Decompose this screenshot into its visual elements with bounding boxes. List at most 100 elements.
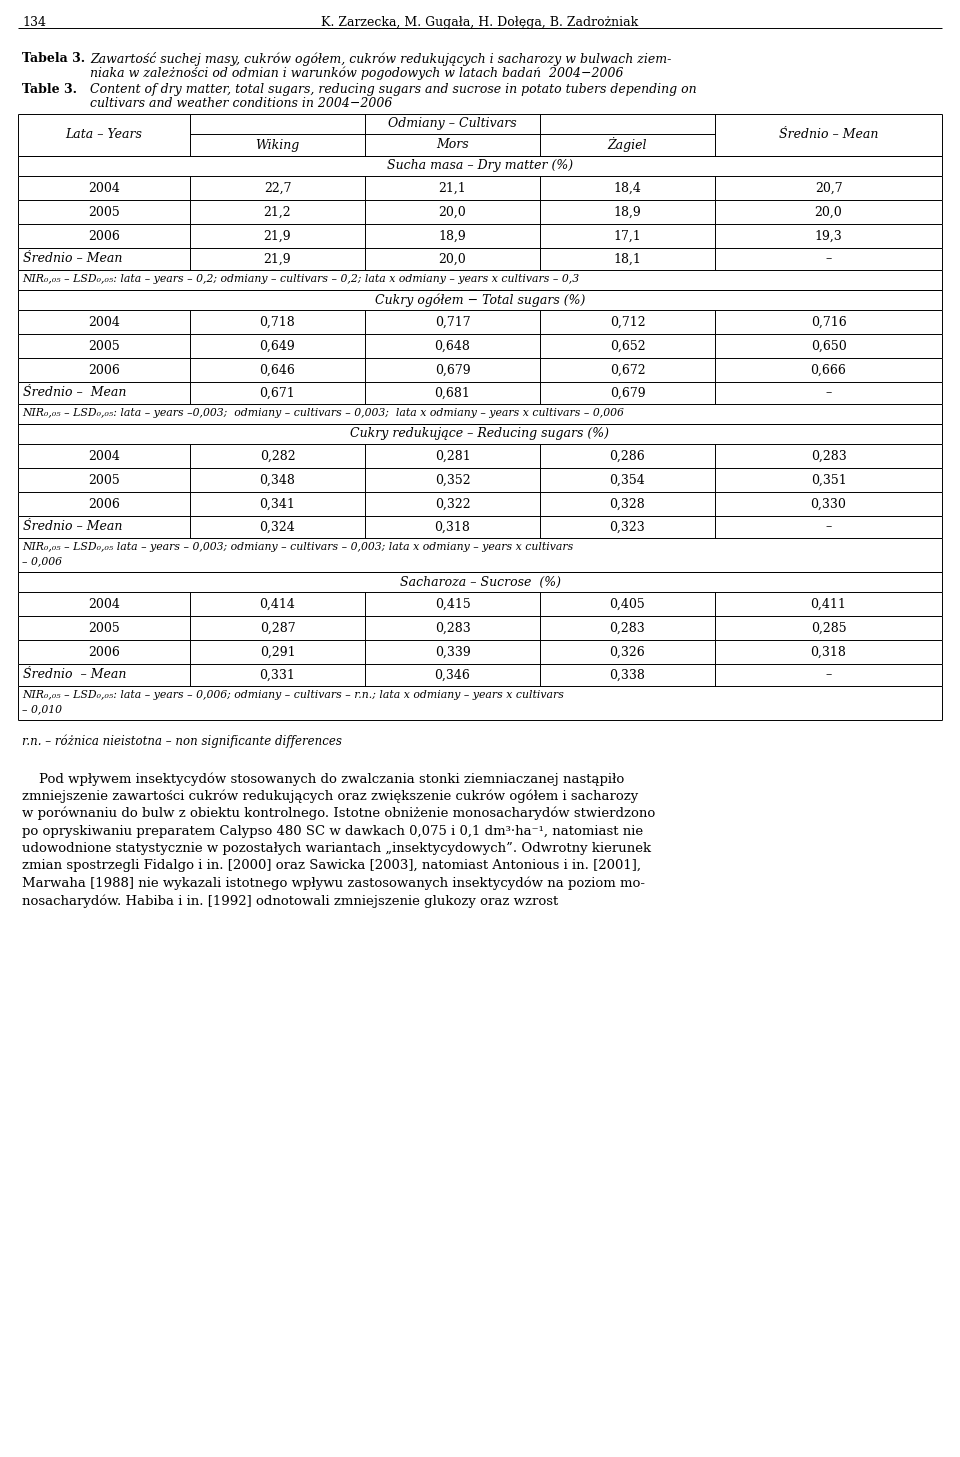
Text: 20,0: 20,0: [439, 205, 467, 219]
Text: Żagiel: Żagiel: [608, 137, 647, 153]
Text: 2005: 2005: [88, 474, 120, 487]
Text: 0,330: 0,330: [810, 497, 847, 510]
Text: 21,2: 21,2: [264, 205, 291, 219]
Text: NIR₀,₀₅ – LSD₀,₀₅: lata – years –0,003;  odmiany – cultivars – 0,003;  lata x od: NIR₀,₀₅ – LSD₀,₀₅: lata – years –0,003; …: [22, 408, 624, 418]
Text: 0,331: 0,331: [259, 669, 296, 682]
Text: 21,9: 21,9: [264, 252, 291, 265]
Text: 0,718: 0,718: [259, 316, 296, 328]
Text: 2006: 2006: [88, 497, 120, 510]
Text: 0,286: 0,286: [610, 450, 645, 462]
Text: Pod wpływem insektycydów stosowanych do zwalczania stonki ziemniaczanej nastąpił: Pod wpływem insektycydów stosowanych do …: [22, 772, 624, 785]
Text: nosacharydów. Habiba i in. [1992] odnotowali zmniejszenie glukozy oraz wzrost: nosacharydów. Habiba i in. [1992] odnoto…: [22, 895, 559, 908]
Text: 0,415: 0,415: [435, 597, 470, 610]
Text: zmian spostrzegli Fidalgo i in. [2000] oraz Sawicka [2003], natomiast Antonious : zmian spostrzegli Fidalgo i in. [2000] o…: [22, 860, 641, 873]
Text: 0,318: 0,318: [810, 645, 847, 659]
Text: Lata – Years: Lata – Years: [65, 128, 142, 141]
Text: 2004: 2004: [88, 450, 120, 462]
Text: Mors: Mors: [436, 138, 468, 152]
Text: 0,717: 0,717: [435, 316, 470, 328]
Text: 18,9: 18,9: [439, 230, 467, 242]
Text: 0,348: 0,348: [259, 474, 296, 487]
Text: 0,338: 0,338: [610, 669, 645, 682]
Text: 18,9: 18,9: [613, 205, 641, 219]
Text: NIR₀,₀₅ – LSD₀,₀₅ lata – years – 0,003; odmiany – cultivars – 0,003; lata x odmi: NIR₀,₀₅ – LSD₀,₀₅ lata – years – 0,003; …: [22, 542, 573, 552]
Text: Średnio – Mean: Średnio – Mean: [779, 128, 878, 141]
Text: cultivars and weather conditions in 2004−2006: cultivars and weather conditions in 2004…: [90, 98, 393, 109]
Text: 0,679: 0,679: [610, 386, 645, 399]
Text: 0,648: 0,648: [435, 339, 470, 353]
Text: Sacharoza – Sucrose  (%): Sacharoza – Sucrose (%): [399, 576, 561, 589]
Text: 0,672: 0,672: [610, 363, 645, 376]
Text: niaka w zależności od odmian i warunków pogodowych w latach badań  2004−2006: niaka w zależności od odmian i warunków …: [90, 66, 623, 80]
Text: 0,646: 0,646: [259, 363, 296, 376]
Text: w porównaniu do bulw z obiektu kontrolnego. Istotne obniżenie monosacharydów stw: w porównaniu do bulw z obiektu kontrolne…: [22, 807, 656, 820]
Text: 19,3: 19,3: [815, 230, 842, 242]
Text: NIR₀,₀₅ – LSD₀,₀₅: lata – years – 0,2; odmiany – cultivars – 0,2; lata x odmiany: NIR₀,₀₅ – LSD₀,₀₅: lata – years – 0,2; o…: [22, 274, 579, 284]
Text: 17,1: 17,1: [613, 230, 641, 242]
Text: 2006: 2006: [88, 230, 120, 242]
Text: –: –: [826, 386, 831, 399]
Text: Wiking: Wiking: [255, 138, 300, 152]
Text: 0,405: 0,405: [610, 597, 645, 610]
Text: 21,1: 21,1: [439, 182, 467, 194]
Text: 2004: 2004: [88, 597, 120, 610]
Text: 0,414: 0,414: [259, 597, 296, 610]
Text: 0,287: 0,287: [260, 622, 296, 634]
Text: 0,326: 0,326: [610, 645, 645, 659]
Text: –: –: [826, 669, 831, 682]
Text: Sucha masa – Dry matter (%): Sucha masa – Dry matter (%): [387, 159, 573, 172]
Text: Tabela 3.: Tabela 3.: [22, 52, 85, 66]
Text: 0,323: 0,323: [610, 520, 645, 533]
Text: 0,341: 0,341: [259, 497, 296, 510]
Text: 0,318: 0,318: [435, 520, 470, 533]
Text: Średnio – Mean: Średnio – Mean: [23, 252, 122, 265]
Text: 21,9: 21,9: [264, 230, 291, 242]
Text: 0,671: 0,671: [259, 386, 296, 399]
Text: 0,283: 0,283: [435, 622, 470, 634]
Text: udowodnione statystycznie w pozostałych wariantach „insektycydowych”. Odwrotny k: udowodnione statystycznie w pozostałych …: [22, 842, 651, 855]
Text: 0,283: 0,283: [810, 450, 847, 462]
Text: 0,649: 0,649: [259, 339, 296, 353]
Text: NIR₀,₀₅ – LSD₀,₀₅: lata – years – 0,006; odmiany – cultivars – r.n.; lata x odmi: NIR₀,₀₅ – LSD₀,₀₅: lata – years – 0,006;…: [22, 691, 564, 699]
Text: Cukry ogółem − Total sugars (%): Cukry ogółem − Total sugars (%): [374, 293, 586, 307]
Text: 0,328: 0,328: [610, 497, 645, 510]
Text: 2005: 2005: [88, 205, 120, 219]
Text: 134: 134: [22, 16, 46, 29]
Text: 20,0: 20,0: [439, 252, 467, 265]
Text: 2005: 2005: [88, 622, 120, 634]
Text: Średnio – Mean: Średnio – Mean: [23, 520, 122, 533]
Text: –: –: [826, 252, 831, 265]
Text: K. Zarzecka, M. Gugała, H. Dołęga, B. Zadrożniak: K. Zarzecka, M. Gugała, H. Dołęga, B. Za…: [322, 16, 638, 29]
Text: 0,283: 0,283: [610, 622, 645, 634]
Text: 0,281: 0,281: [435, 450, 470, 462]
Text: Table 3.: Table 3.: [22, 83, 77, 96]
Text: 0,346: 0,346: [435, 669, 470, 682]
Text: Marwaha [1988] nie wykazali istotnego wpływu zastosowanych insektycydów na pozio: Marwaha [1988] nie wykazali istotnego wp…: [22, 877, 645, 890]
Text: 20,7: 20,7: [815, 182, 842, 194]
Text: Content of dry matter, total sugars, reducing sugars and sucrose in potato tuber: Content of dry matter, total sugars, red…: [90, 83, 697, 96]
Text: 0,650: 0,650: [810, 339, 847, 353]
Text: Średnio –  Mean: Średnio – Mean: [23, 386, 127, 399]
Text: 2004: 2004: [88, 316, 120, 328]
Text: Cukry redukujące – Reducing sugars (%): Cukry redukujące – Reducing sugars (%): [350, 427, 610, 440]
Text: 2006: 2006: [88, 363, 120, 376]
Text: 0,339: 0,339: [435, 645, 470, 659]
Text: Zawartość suchej masy, cukrów ogółem, cukrów redukujących i sacharozy w bulwach : Zawartość suchej masy, cukrów ogółem, cu…: [90, 52, 671, 66]
Text: 0,712: 0,712: [610, 316, 645, 328]
Text: 0,666: 0,666: [810, 363, 847, 376]
Text: Odmiany – Cultivars: Odmiany – Cultivars: [388, 118, 516, 131]
Text: r.n. – różnica nieistotna – non significante differences: r.n. – różnica nieistotna – non signific…: [22, 734, 342, 747]
Text: 18,4: 18,4: [613, 182, 641, 194]
Text: – 0,010: – 0,010: [22, 704, 62, 714]
Text: 0,322: 0,322: [435, 497, 470, 510]
Text: 0,291: 0,291: [260, 645, 296, 659]
Text: 0,352: 0,352: [435, 474, 470, 487]
Text: 0,351: 0,351: [810, 474, 847, 487]
Text: 0,652: 0,652: [610, 339, 645, 353]
Text: – 0,006: – 0,006: [22, 557, 62, 565]
Text: 22,7: 22,7: [264, 182, 291, 194]
Text: 0,324: 0,324: [259, 520, 296, 533]
Text: 0,679: 0,679: [435, 363, 470, 376]
Text: 0,354: 0,354: [610, 474, 645, 487]
Text: 18,1: 18,1: [613, 252, 641, 265]
